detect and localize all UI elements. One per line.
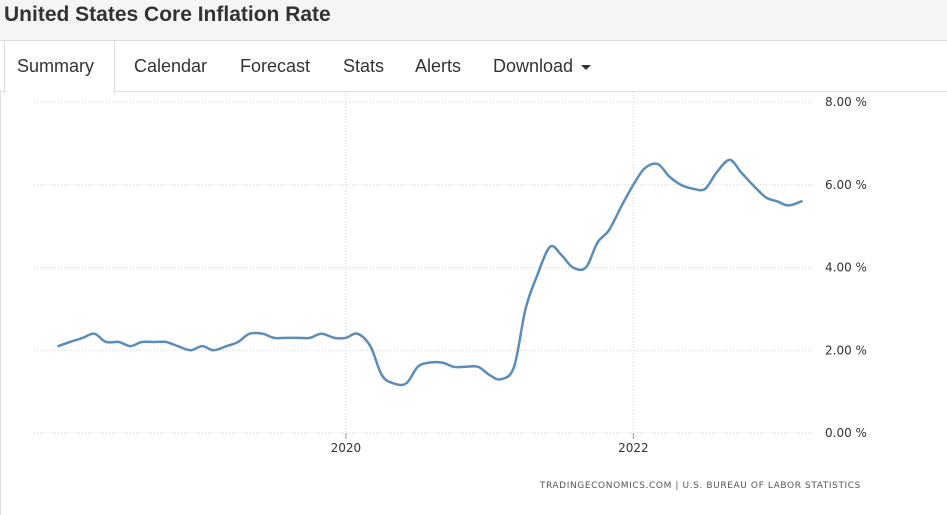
tab-download[interactable]: Download [493,41,592,93]
x-tick-label: 2020 [331,441,362,455]
tab-download-label: Download [493,56,574,76]
x-tick-label: 2022 [618,441,649,455]
y-tick-label: 4.00 % [825,261,867,275]
caret-down-icon [581,64,592,70]
y-tick-label: 0.00 % [825,426,867,440]
x-axis: 2020 2022 [331,433,649,455]
y-tick-label: 8.00 % [825,95,867,109]
y-tick-label: 2.00 % [825,343,867,357]
line-chart: 0.00 %2.00 %4.00 %6.00 %8.00 % 2020 2022 … [34,92,867,491]
tab-alerts[interactable]: Alerts [415,56,462,76]
grid [34,92,813,434]
tab-summary[interactable]: Summary [4,41,115,94]
series [57,158,803,387]
tab-calendar[interactable]: Calendar [134,56,208,76]
y-tick-label: 6.00 % [825,178,867,192]
title-bar: United States Core Inflation Rate [0,0,947,40]
tab-stats[interactable]: Stats [343,56,385,76]
series-line-0 [57,158,803,387]
tab-bar: Summary Calendar Forecast Stats Alerts D… [0,40,947,94]
page-title: United States Core Inflation Rate [4,3,331,26]
tab-forecast[interactable]: Forecast [240,56,311,76]
source-attribution: TRADINGECONOMICS.COM | U.S. BUREAU OF LA… [539,481,861,491]
chart-area: 0.00 % 2.00 % 4.00 % 6.00 % 8.00 % 2020 2022 … [0,92,947,515]
y-axis: 0.00 % 2.00 % 4.00 % 6.00 % 8.00 % [825,95,867,440]
